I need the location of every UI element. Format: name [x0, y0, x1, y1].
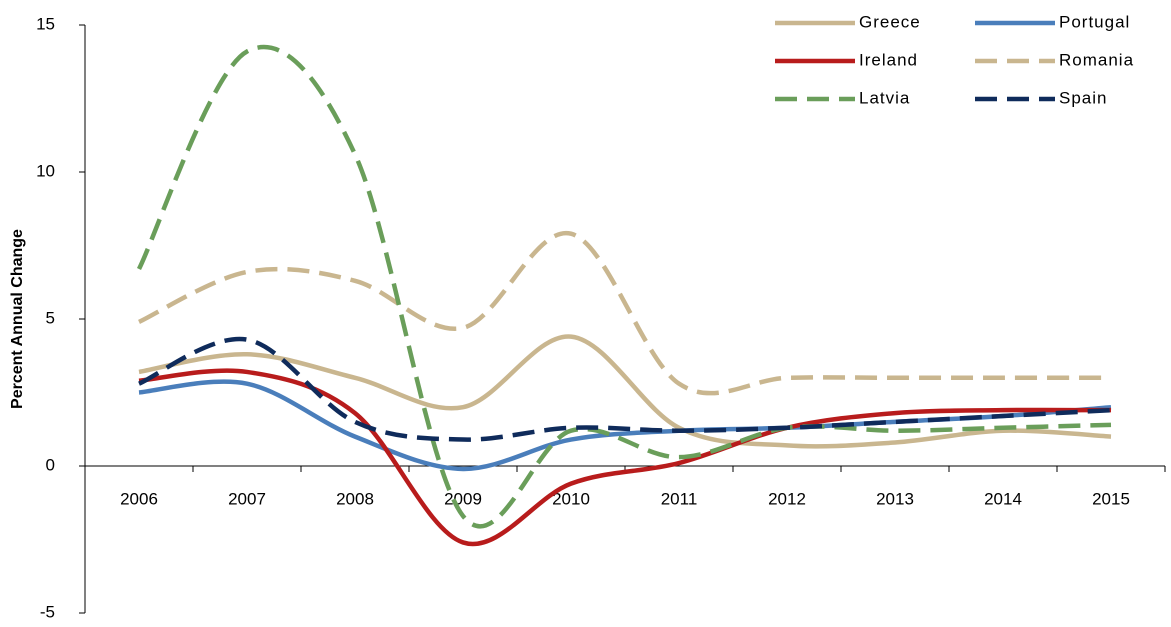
x-tick-label: 2008	[336, 489, 374, 508]
y-tick-label: -5	[40, 602, 55, 621]
line-series	[138, 334, 1112, 449]
x-tick-label: 2007	[228, 489, 266, 508]
y-tick-label: 0	[46, 455, 55, 474]
line-series	[138, 231, 1111, 396]
legend-label: Greece	[859, 12, 921, 31]
x-tick-label: 2013	[876, 489, 914, 508]
y-tick-label: 15	[36, 14, 55, 33]
line-series	[138, 379, 1112, 472]
x-tick-label: 2015	[1092, 489, 1130, 508]
legend-label: Spain	[1059, 88, 1107, 107]
y-axis-label: Percent Annual Change	[9, 229, 26, 409]
y-tick-label: 5	[46, 308, 55, 327]
line-series	[138, 336, 1112, 442]
x-tick-label: 2014	[984, 489, 1022, 508]
legend-label: Portugal	[1059, 12, 1130, 31]
x-tick-label: 2012	[768, 489, 806, 508]
legend-label: Ireland	[859, 50, 918, 69]
legend-label: Romania	[1059, 50, 1134, 69]
line-series	[136, 44, 1112, 529]
x-tick-label: 2010	[552, 489, 590, 508]
x-tick-label: 2006	[120, 489, 158, 508]
x-tick-label: 2011	[661, 489, 698, 508]
x-tick-label: 2009	[444, 489, 482, 508]
legend-label: Latvia	[859, 88, 910, 107]
y-tick-label: 10	[36, 161, 55, 180]
